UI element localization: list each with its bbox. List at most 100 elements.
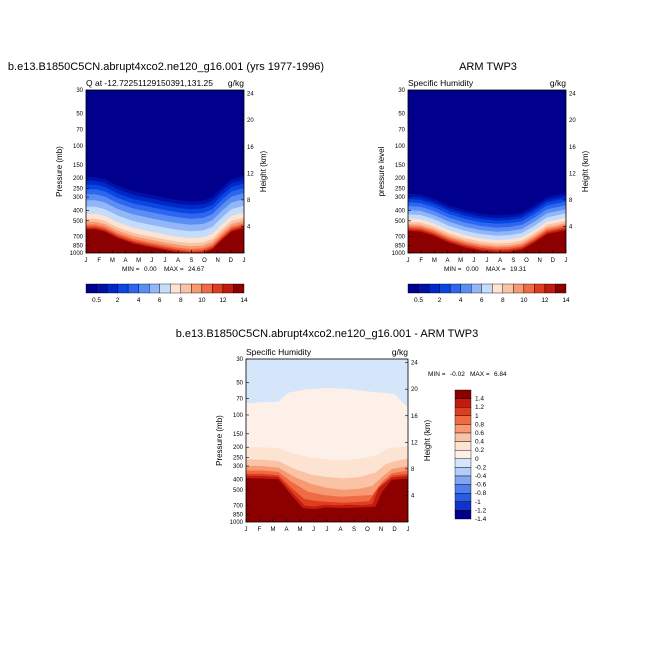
colorbar-box xyxy=(454,441,472,451)
y-tick-label: 50 xyxy=(398,112,405,118)
colorbar-label: 6 xyxy=(480,297,484,304)
y2-tick-label: 24 xyxy=(569,92,576,98)
y-tick-label: 200 xyxy=(73,176,84,182)
max-label: MAX = xyxy=(470,371,490,378)
x-tick-label: F xyxy=(258,527,262,533)
y2-axis-label: Height (km) xyxy=(423,419,432,461)
y2-tick-label: 24 xyxy=(247,92,254,98)
min-value: 0.00 xyxy=(466,266,479,273)
max-value: 19.31 xyxy=(510,266,527,273)
y2-tick-label: 12 xyxy=(411,440,418,446)
y-tick-label: 250 xyxy=(233,456,244,462)
y-tick-label: 850 xyxy=(233,512,244,518)
colorbar-box xyxy=(454,407,472,417)
colorbar-label: 1.4 xyxy=(475,396,484,403)
y2-axis-label: Height (km) xyxy=(259,150,268,192)
colorbar-box xyxy=(523,283,535,294)
colorbar-label: 14 xyxy=(562,297,570,304)
x-tick-label: N xyxy=(215,258,219,264)
y-tick-label: 70 xyxy=(76,127,83,133)
colorbar-label: 0.5 xyxy=(92,297,101,304)
x-tick-label: M xyxy=(136,258,141,264)
colorbar-box xyxy=(454,484,472,494)
y2-tick-label: 12 xyxy=(247,171,254,177)
colorbar-label: 0 xyxy=(475,456,479,463)
x-tick-label: A xyxy=(445,258,449,264)
colorbar-box xyxy=(454,475,472,485)
y-tick-label: 250 xyxy=(73,187,84,193)
colorbar-box xyxy=(454,398,472,408)
y-tick-label: 500 xyxy=(73,219,84,225)
colorbar-box xyxy=(454,424,472,434)
x-tick-label: A xyxy=(338,527,342,533)
x-tick-label: D xyxy=(392,527,397,533)
colorbar-label: 0.8 xyxy=(475,421,484,428)
y2-tick-label: 16 xyxy=(247,145,254,151)
x-tick-label: J xyxy=(565,258,568,264)
panel-subtitle: Specific Humidity xyxy=(246,347,312,357)
x-tick-label: M xyxy=(458,258,463,264)
x-tick-label: F xyxy=(97,258,101,264)
colorbar-box xyxy=(502,283,514,294)
colorbar-label: 8 xyxy=(501,297,505,304)
y-tick-label: 150 xyxy=(395,163,406,169)
x-tick-label: D xyxy=(229,258,234,264)
contour-level xyxy=(246,478,408,522)
panel-model: 3050701001502002503004005007008501000242… xyxy=(55,78,268,304)
colorbar-label: -0.8 xyxy=(475,490,487,497)
colorbar-label: 4 xyxy=(137,297,141,304)
colorbar-box xyxy=(481,283,493,294)
x-tick-label: M xyxy=(271,527,276,533)
panel-obs: 3050701001502002503004005007008501000242… xyxy=(377,78,590,304)
colorbar-box xyxy=(454,415,472,425)
y-axis-label: Pressure (mb) xyxy=(215,415,224,466)
max-value: 24.67 xyxy=(188,266,205,273)
x-tick-label: J xyxy=(85,258,88,264)
x-tick-label: M xyxy=(298,527,303,533)
y2-axis-label: Height (km) xyxy=(581,150,590,192)
colorbar-box xyxy=(439,283,451,294)
x-tick-label: J xyxy=(164,258,167,264)
max-value: 6.84 xyxy=(494,371,507,378)
x-tick-label: A xyxy=(123,258,127,264)
x-tick-label: S xyxy=(511,258,515,264)
x-tick-label: S xyxy=(352,527,356,533)
colorbar-label: 8 xyxy=(179,297,183,304)
colorbar-box xyxy=(454,510,472,520)
x-tick-label: F xyxy=(419,258,423,264)
colorbar-box xyxy=(471,283,482,294)
colorbar-box xyxy=(454,493,472,503)
x-tick-label: J xyxy=(326,527,329,533)
colorbar-box xyxy=(454,450,472,460)
y-tick-label: 150 xyxy=(233,432,244,438)
y2-tick-label: 8 xyxy=(569,198,573,204)
x-tick-label: J xyxy=(407,258,410,264)
y-tick-label: 50 xyxy=(236,381,243,387)
colorbar-box xyxy=(454,389,472,399)
panel-units: g/kg xyxy=(550,78,566,88)
colorbar-label: 1.2 xyxy=(475,404,484,411)
y2-tick-label: 20 xyxy=(247,118,254,124)
min-label: MIN = xyxy=(444,266,462,273)
colorbar-label: 0.6 xyxy=(475,430,484,437)
colorbar-label: 14 xyxy=(240,297,248,304)
y-tick-label: 700 xyxy=(73,234,84,240)
y-tick-label: 500 xyxy=(395,219,406,225)
panel-units: g/kg xyxy=(228,78,244,88)
y-tick-label: 70 xyxy=(398,127,405,133)
y2-tick-label: 4 xyxy=(411,493,415,499)
y-tick-label: 700 xyxy=(233,503,244,509)
y2-tick-label: 16 xyxy=(411,414,418,420)
y2-tick-label: 20 xyxy=(569,118,576,124)
colorbar-box xyxy=(513,283,525,294)
panel-title-diff: b.e13.B1850C5CN.abrupt4xco2.ne120_g16.00… xyxy=(176,328,479,340)
y-tick-label: 1000 xyxy=(392,251,406,257)
panel-title-model: b.e13.B1850C5CN.abrupt4xco2.ne120_g16.00… xyxy=(8,61,324,73)
contour-level xyxy=(86,229,244,253)
y-tick-label: 100 xyxy=(395,144,406,150)
x-tick-label: D xyxy=(551,258,556,264)
colorbar-box xyxy=(555,283,567,294)
y-tick-label: 850 xyxy=(73,243,84,249)
y-tick-label: 50 xyxy=(76,112,83,118)
